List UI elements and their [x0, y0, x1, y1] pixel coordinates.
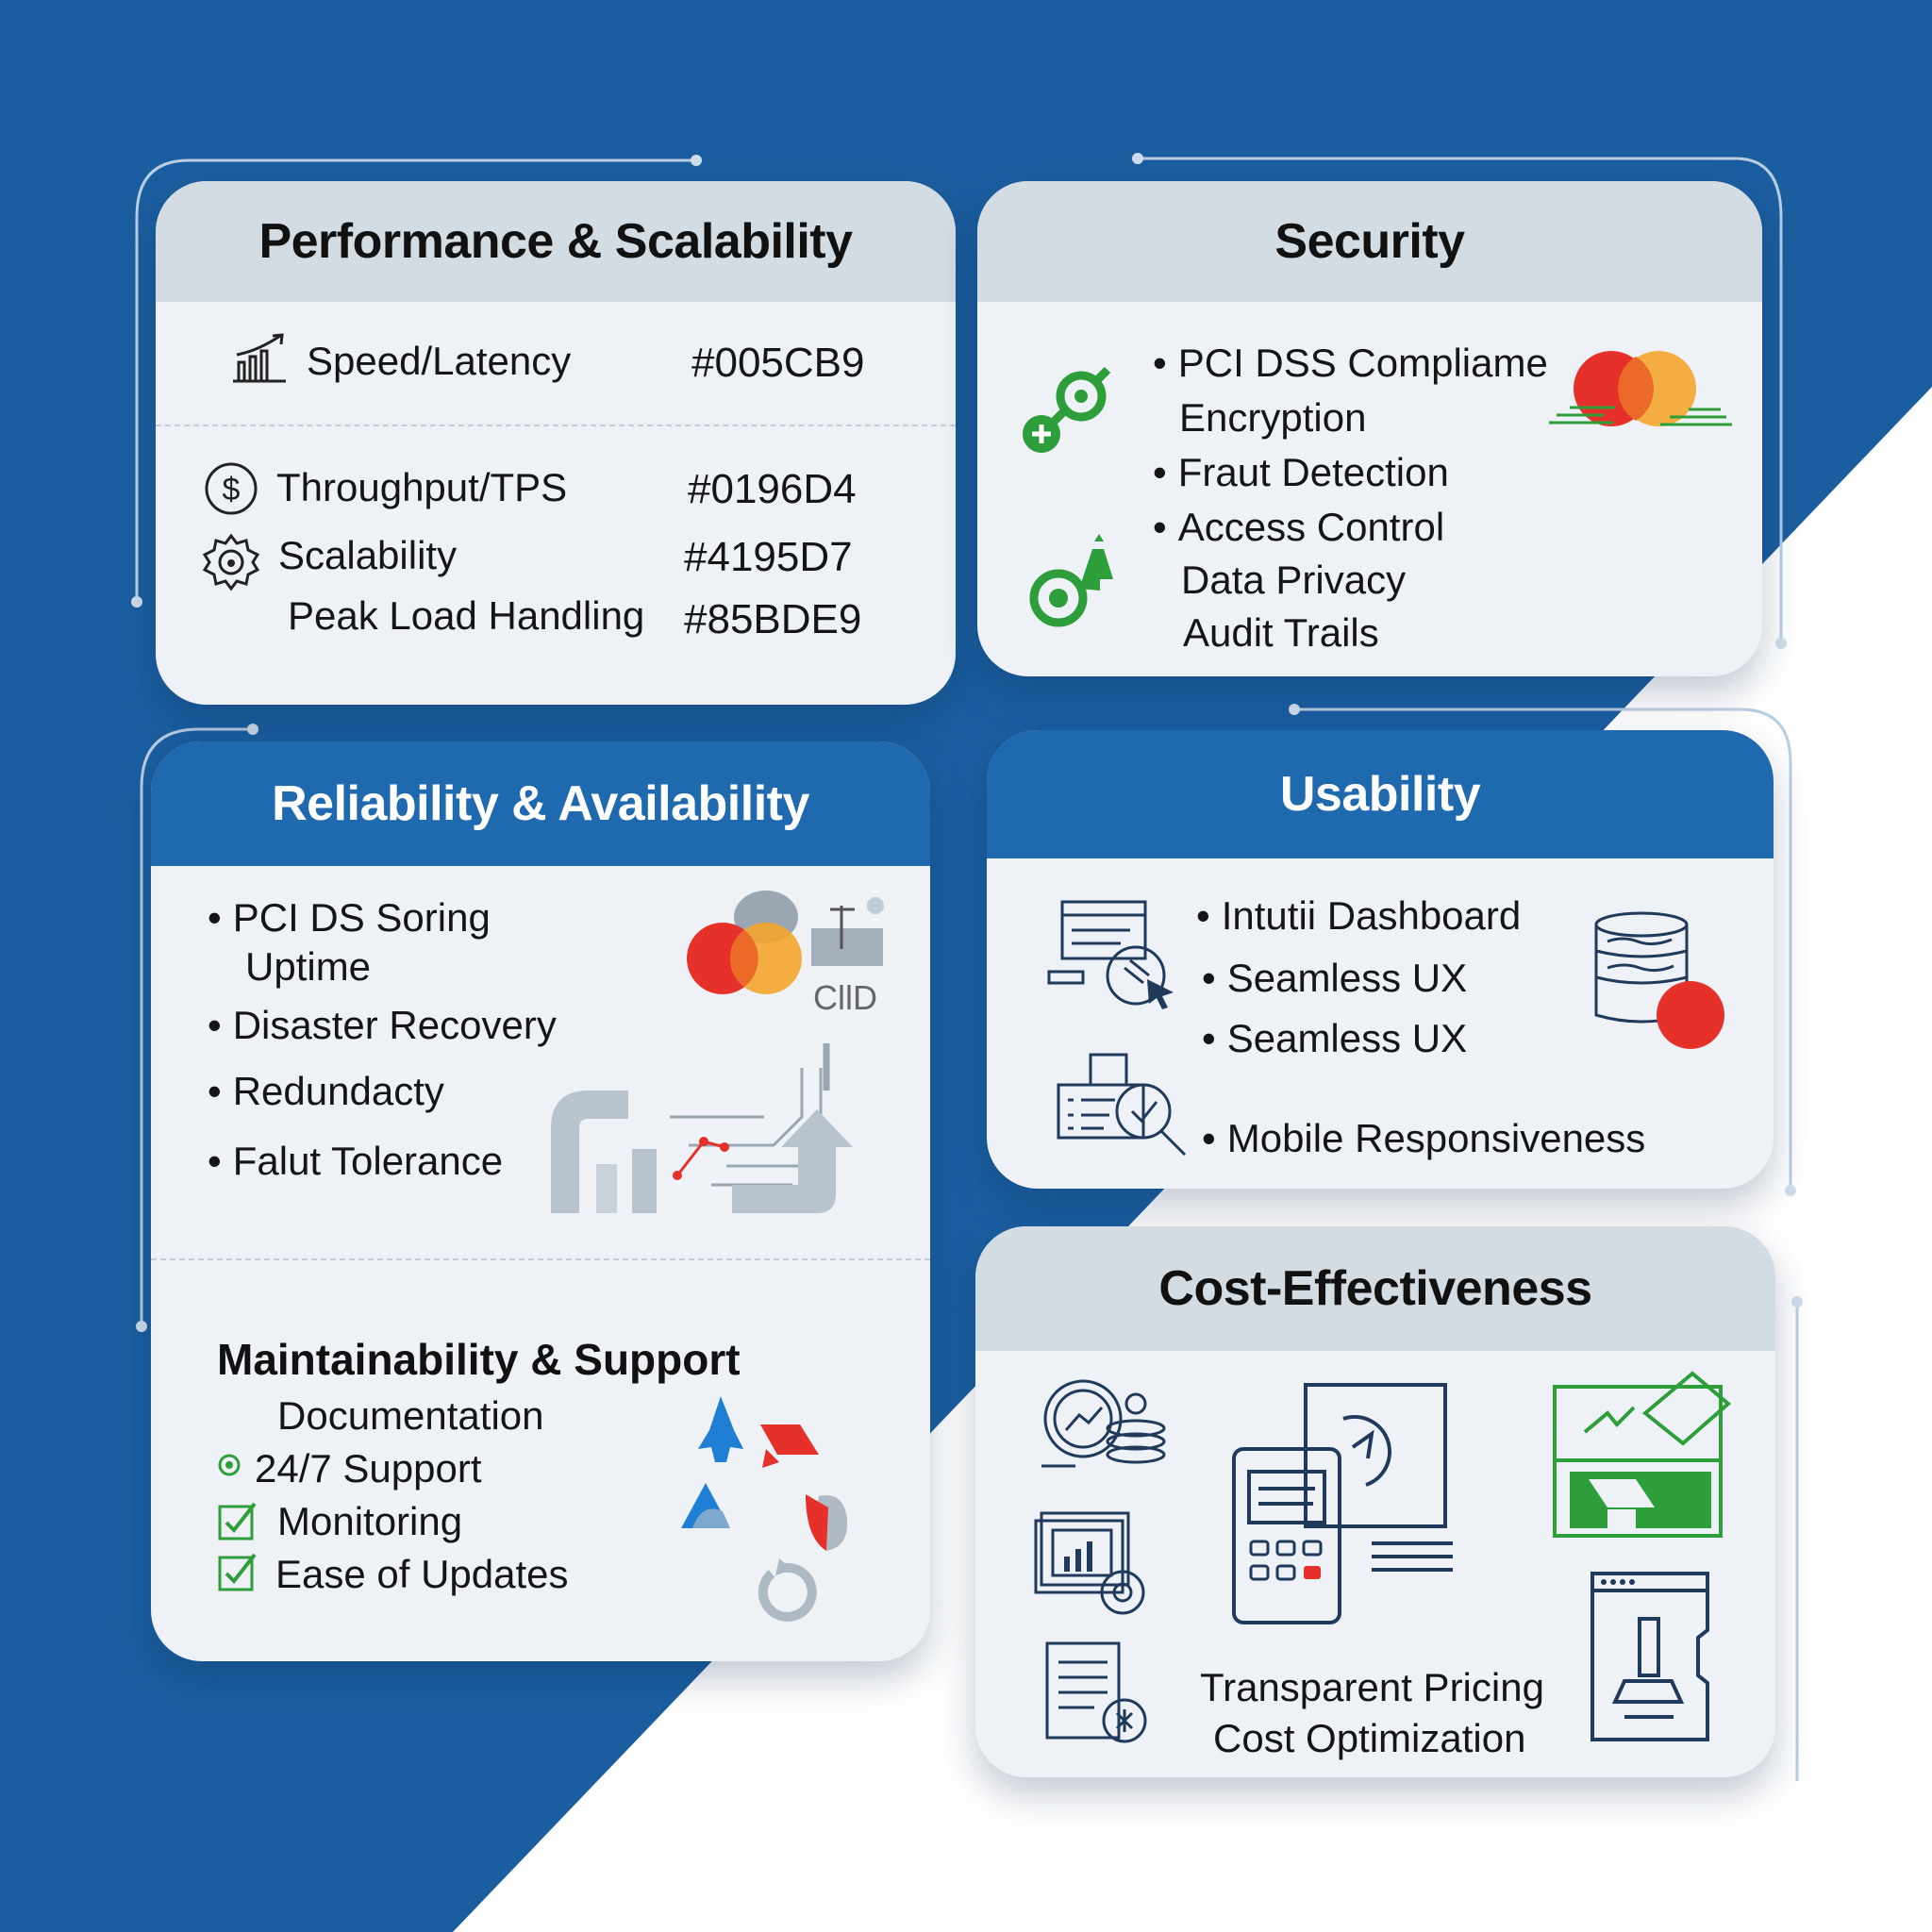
perf-label-3: Peak Load Handling — [288, 593, 645, 638]
chart-growth-icon — [233, 333, 286, 383]
security-item-2: Fraut Detection — [1153, 453, 1449, 492]
perf-value-1: #0196D4 — [688, 466, 857, 512]
dashboard-search-icon — [1047, 900, 1174, 1009]
perf-value-3: #85BDE9 — [684, 596, 862, 642]
gear-icon — [202, 533, 260, 591]
cloud-payment-icon: CllD — [687, 891, 884, 1015]
cost-card: Cost-Effectiveness — [975, 1226, 1775, 1777]
reliability-divider — [151, 1258, 930, 1260]
report-gear-icon — [1034, 1511, 1145, 1615]
reliability-item-4: Falut Tolerance — [208, 1141, 503, 1181]
browser-joystick-icon — [1591, 1572, 1709, 1741]
cost-title: Cost-Effectiveness — [975, 1226, 1775, 1351]
maint-item-3: Ease of Updates — [275, 1552, 569, 1596]
database-icon — [1594, 911, 1724, 1049]
maint-item-1: 24/7 Support — [255, 1446, 482, 1491]
maintainability-title: Maintainability & Support — [217, 1335, 741, 1384]
reliability-title: Reliability & Availability — [151, 741, 930, 866]
svg-text:$: $ — [223, 472, 241, 508]
perf-value-2: #4195D7 — [684, 534, 853, 580]
checkbox-checked-icon — [218, 1553, 257, 1591]
usability-item-2: Seamless UX — [1202, 1019, 1467, 1058]
reliability-item-1: Uptime — [245, 944, 372, 989]
cloud-label: CllD — [813, 978, 877, 1015]
security-item-4: Data Privacy — [1181, 558, 1407, 602]
usability-title: Usability — [987, 730, 1774, 858]
security-card: Security PCI DSS Compliame Encryption Fr… — [977, 181, 1762, 676]
security-item-0: PCI DSS Compliame — [1153, 343, 1548, 383]
checkbox-checked-icon — [218, 1502, 257, 1541]
perf-label-1: Throughput/TPS — [276, 465, 568, 509]
reliability-card: Reliability & Availability PCI DS Soring… — [151, 741, 930, 1661]
cost-item-0: Transparent Pricing — [1200, 1665, 1544, 1709]
usability-item-3: Mobile Responsiveness — [1202, 1119, 1646, 1158]
security-item-1: Encryption — [1179, 395, 1367, 440]
reliability-item-2: Disaster Recovery — [208, 1006, 557, 1045]
security-item-3: Access Control — [1153, 508, 1444, 547]
printer-check-icon — [1057, 1053, 1187, 1157]
network-pipes-icon — [551, 1043, 853, 1213]
security-title: Security — [977, 181, 1762, 302]
reliability-item-0: PCI DS Soring — [208, 898, 491, 938]
security-item-5: Audit Trails — [1183, 610, 1379, 655]
usability-card: Usability Intutii Dashboard Seamless UX … — [987, 730, 1774, 1189]
calculator-chart-icon — [1232, 1383, 1453, 1624]
perf-divider — [156, 425, 956, 426]
performance-title: Performance & Scalability — [156, 181, 956, 302]
card-payment-icon — [1549, 351, 1732, 426]
green-dashboard-icon — [1553, 1371, 1732, 1538]
support-icon — [218, 1454, 241, 1476]
key-plus-icon — [1023, 366, 1111, 453]
perf-label-2: Scalability — [278, 533, 458, 577]
coins-chart-icon — [1041, 1379, 1166, 1468]
usability-item-1: Seamless UX — [1202, 958, 1467, 998]
target-arrow-icon — [1029, 534, 1113, 627]
document-gear-icon — [1045, 1641, 1147, 1743]
cost-item-1: Cost Optimization — [1213, 1716, 1526, 1760]
maint-item-2: Monitoring — [277, 1499, 463, 1543]
maint-item-0: Documentation — [277, 1393, 544, 1438]
reliability-item-3: Redundacty — [208, 1072, 444, 1111]
abstract-shapes-icon — [681, 1396, 848, 1622]
performance-card: Performance & Scalability Speed/Latency … — [156, 181, 956, 705]
dollar-circle-icon: $ — [205, 462, 258, 515]
perf-value-0: #005CB9 — [691, 340, 865, 386]
usability-item-0: Intutii Dashboard — [1196, 896, 1522, 936]
perf-label-0: Speed/Latency — [307, 339, 572, 383]
